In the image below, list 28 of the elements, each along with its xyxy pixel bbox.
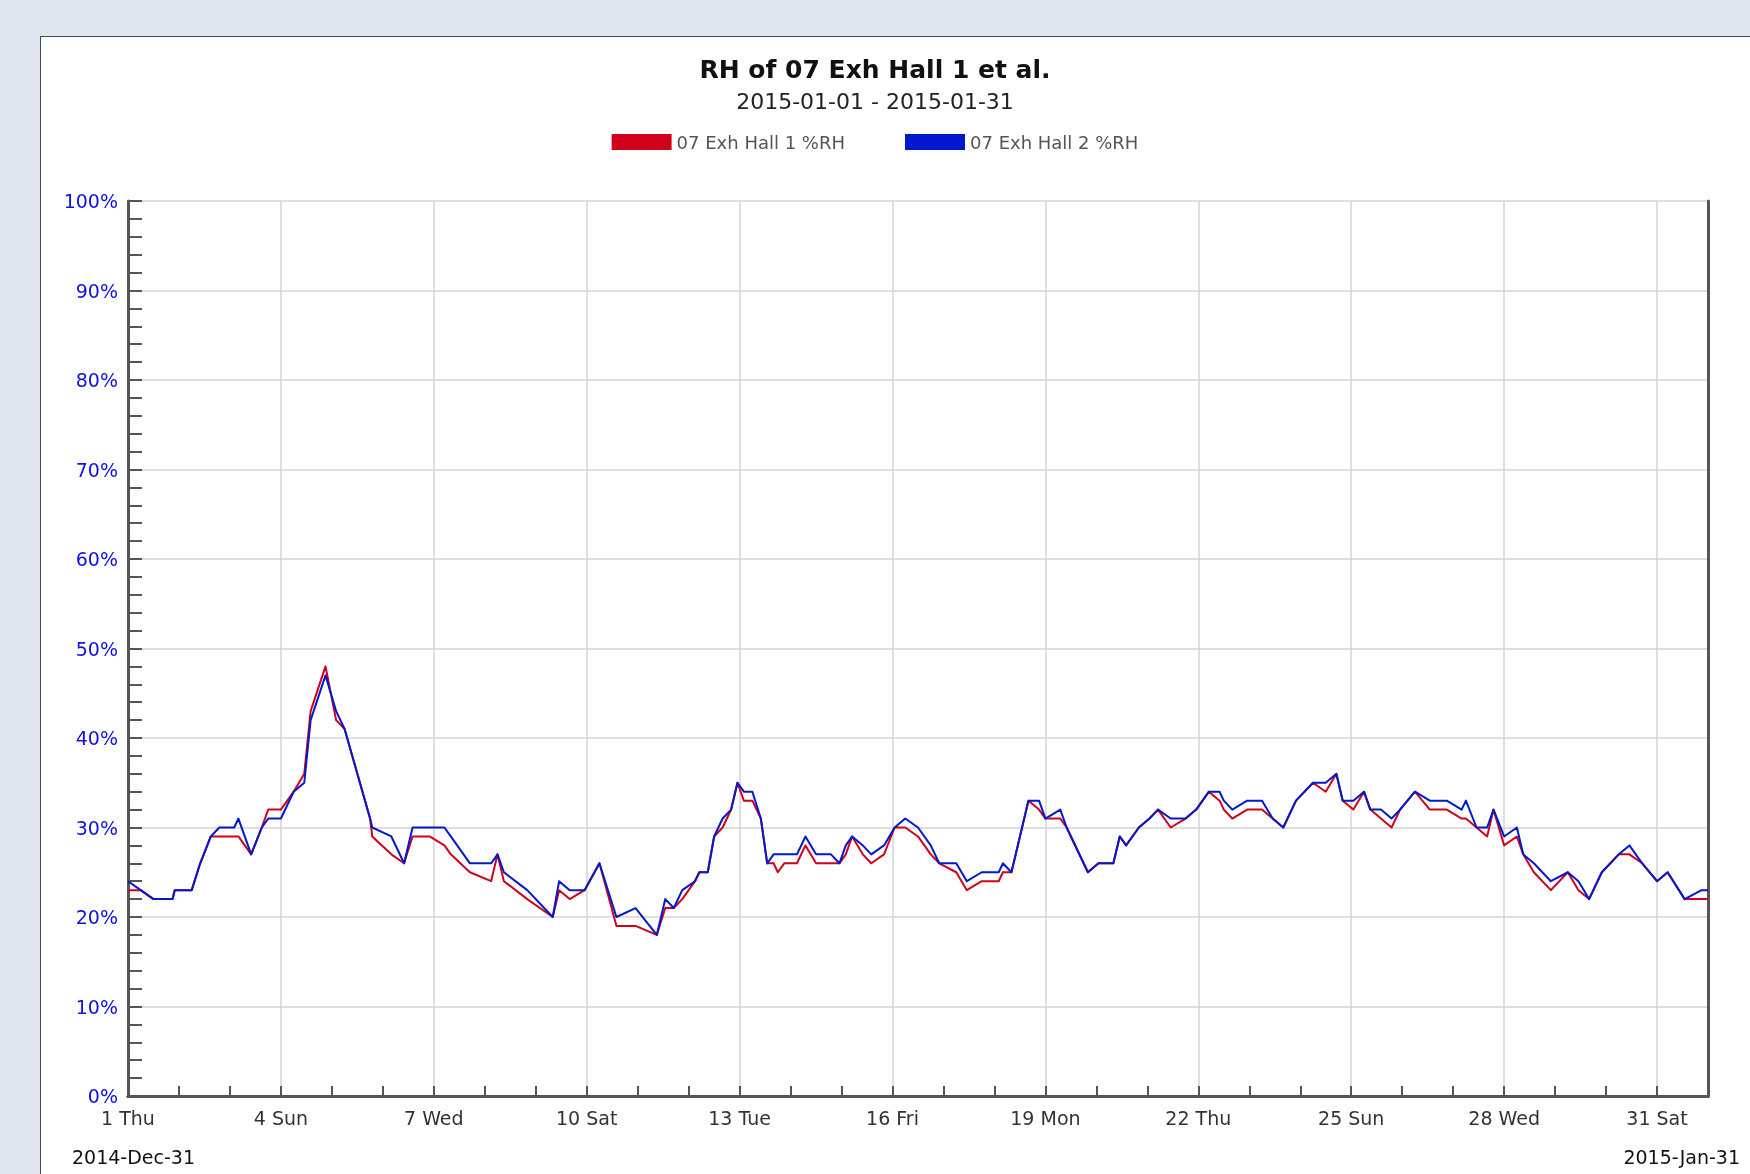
x-tick-label: 19 Mon [1010,1106,1081,1129]
legend-label: 07 Exh Hall 1 %RH [676,131,845,153]
y-tick-label: 90% [75,279,118,302]
x-tick-label: 25 Sun [1318,1106,1385,1129]
y-tick-label: 100% [63,190,118,212]
y-tick-label: 20% [75,906,118,928]
y-tick-label: 40% [75,727,118,749]
text: 2014-Dec-31 [72,1146,196,1168]
chart-subtitle: 2015-01-01 - 2015-01-31 [736,88,1014,114]
x-tick-label: 16 Fri [866,1106,919,1129]
x-tick-label: 22 Thu [1165,1106,1232,1129]
text: 2015-Jan-31 [1623,1146,1740,1168]
x-tick-label: 28 Wed [1468,1106,1540,1129]
x-tick-label: 1 Thu [101,1106,155,1129]
y-tick-label: 50% [75,637,118,660]
x-tick-label: 7 Wed [404,1106,464,1129]
y-tick-label: 60% [75,548,118,570]
x-tick-label: 10 Sat [556,1106,618,1129]
chart-title: RH of 07 Exh Hall 1 et al. [699,55,1051,84]
y-tick-label: 30% [75,816,118,839]
x-tick-label: 31 Sat [1626,1106,1688,1129]
legend-label: 07 Exh Hall 2 %RH [970,131,1139,153]
x-tick-label: 13 Tue [708,1106,771,1129]
y-tick-label: 70% [75,458,118,481]
y-tick-label: 80% [75,369,118,391]
y-tick-label: 0% [87,1085,118,1107]
x-tick-label: 4 Sun [253,1106,309,1129]
y-tick-label: 10% [75,995,118,1018]
